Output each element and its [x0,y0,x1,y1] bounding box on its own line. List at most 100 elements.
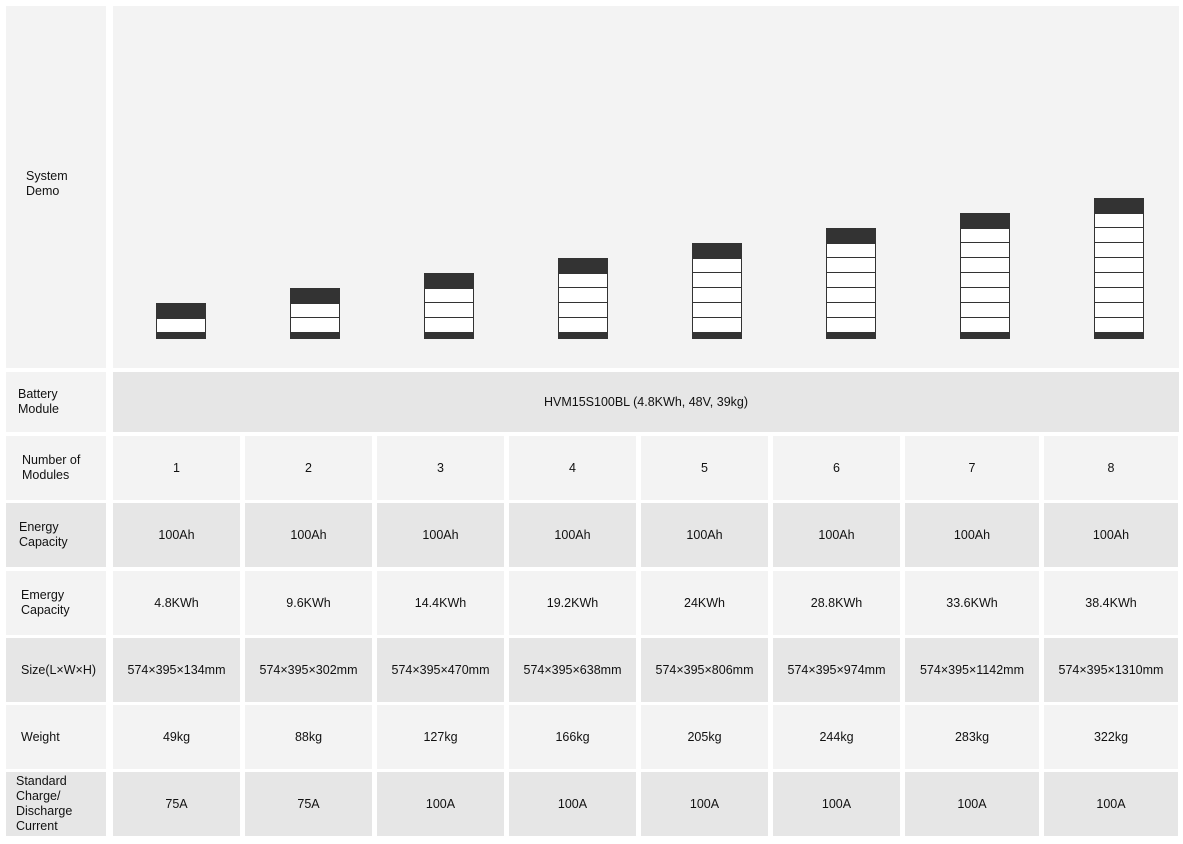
battery-module-block [692,273,742,288]
battery-module-block [692,318,742,333]
battery-module-block [424,303,474,318]
table-cell-value: 100A [689,797,720,811]
table-cell-value: 6 [833,461,840,475]
table-cell-value: 244kg [819,730,854,744]
battery-stack [826,228,876,339]
table-cell-value: 9.6KWh [286,596,331,610]
battery-module-block [960,303,1010,318]
table-cell-value: 166kg [555,730,590,744]
stack-base [960,333,1010,339]
table-cell: 14.4KWh [377,571,504,635]
battery-module-block [960,273,1010,288]
battery-module-label-cell: Battery Module [6,372,106,432]
battery-module-block [1094,228,1144,243]
row-label-cell: Size(L×W×H) [6,638,106,702]
table-cell-value: 100Ah [290,528,327,542]
table-cell-value: 100Ah [686,528,723,542]
table-cell: 100Ah [245,503,372,567]
table-cell-value: 100Ah [818,528,855,542]
table-cell: 574×395×806mm [641,638,768,702]
table-cell-value: 24KWh [684,596,725,610]
table-cell: 574×395×470mm [377,638,504,702]
table-cell: 100Ah [377,503,504,567]
table-cell: 127kg [377,705,504,769]
stack-base [290,333,340,339]
battery-module-block [424,288,474,303]
row-label-cell: Emergy Capacity [6,571,106,635]
row-label: Emergy Capacity [21,588,70,617]
battery-module-block [156,318,206,333]
battery-module-block [960,243,1010,258]
table-cell-value: 205kg [687,730,722,744]
table-cell-value: 100Ah [554,528,591,542]
table-cell: 100Ah [773,503,900,567]
table-cell-value: 574×395×638mm [523,663,622,677]
table-cell: 100A [1044,772,1178,836]
table-cell-value: 574×395×134mm [127,663,226,677]
table-cell-value: 14.4KWh [414,596,467,610]
battery-module-label: Battery Module [18,387,59,416]
table-cell: 100Ah [641,503,768,567]
table-cell-value: 100Ah [422,528,459,542]
battery-module-block [290,303,340,318]
battery-module-block [558,273,608,288]
table-cell-value: 283kg [954,730,990,744]
stack-base [826,333,876,339]
table-cell: 100A [905,772,1039,836]
table-cell: 4 [509,436,636,500]
row-label: Size(L×W×H) [21,662,97,677]
table-cell: 100A [773,772,900,836]
stack-base [1094,333,1144,339]
stack-base [156,333,206,339]
battery-stack [960,213,1010,339]
stack-top-cap [1094,198,1144,213]
battery-module-block [1094,288,1144,303]
battery-module-block [826,273,876,288]
battery-module-block [826,243,876,258]
table-cell: 3 [377,436,504,500]
table-cell: 8 [1044,436,1178,500]
table-cell-value: 100A [1096,797,1126,811]
battery-module-block [290,318,340,333]
battery-module-block [558,288,608,303]
table-cell: 205kg [641,705,768,769]
table-cell: 75A [245,772,372,836]
table-cell-value: 75A [165,797,188,811]
battery-module-block [1094,318,1144,333]
battery-module-block [558,303,608,318]
battery-module-block [960,228,1010,243]
table-cell-value: 100A [821,797,852,811]
battery-module-block [960,318,1010,333]
battery-stack [692,243,742,339]
table-cell: 166kg [509,705,636,769]
table-cell-value: 100A [957,797,987,811]
table-cell-value: 4 [569,461,576,475]
battery-module-block [960,288,1010,303]
table-cell: 38.4KWh [1044,571,1178,635]
table-cell-value: 127kg [423,730,458,744]
table-cell: 574×395×974mm [773,638,900,702]
battery-module-block [558,318,608,333]
table-cell: 1 [113,436,240,500]
table-cell: 7 [905,436,1039,500]
row-label: Number of Modules [22,453,81,482]
table-cell: 6 [773,436,900,500]
stack-top-cap [826,228,876,243]
battery-stack [424,273,474,339]
row-label-cell: Number of Modules [6,436,106,500]
battery-stack [156,303,206,339]
table-cell: 24KWh [641,571,768,635]
battery-module-block [1094,243,1144,258]
table-cell-value: 100A [557,797,588,811]
table-cell-value: 574×395×302mm [259,663,358,677]
stack-base [692,333,742,339]
table-cell: 244kg [773,705,900,769]
row-label: Weight [21,729,60,744]
battery-module-block [1094,258,1144,273]
table-cell: 100A [641,772,768,836]
table-cell: 574×395×638mm [509,638,636,702]
battery-module-block [424,318,474,333]
table-cell-value: 88kg [294,730,323,744]
table-cell: 75A [113,772,240,836]
row-label-cell: Standard Charge/ Discharge Current [6,772,106,836]
